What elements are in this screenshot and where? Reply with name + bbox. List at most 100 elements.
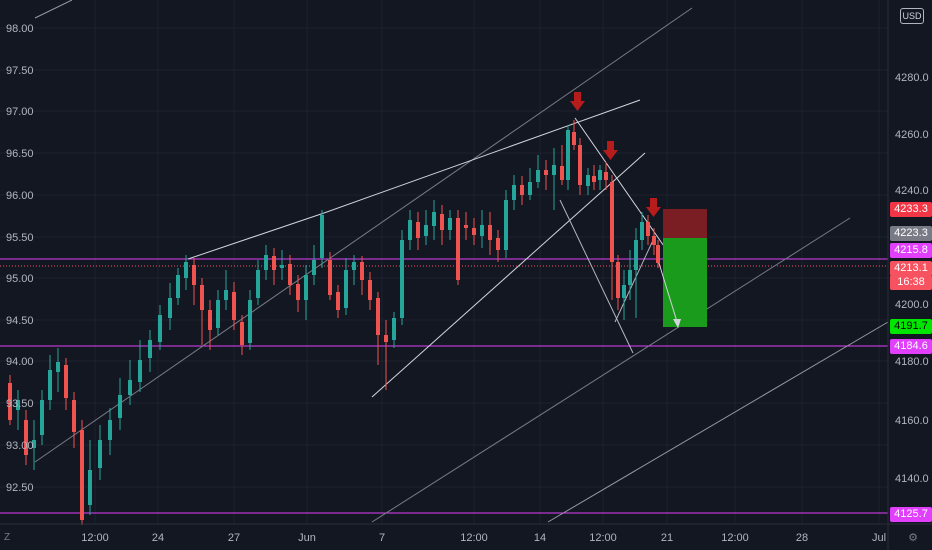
candle-body — [88, 470, 92, 505]
time-axis-label: Jun — [298, 532, 316, 544]
left-axis-label: 93.00 — [6, 440, 34, 452]
candle-body — [216, 300, 220, 328]
candle-body — [424, 225, 428, 236]
candle-body — [628, 270, 632, 285]
candle-body — [232, 292, 236, 320]
down-arrow-icon — [646, 198, 661, 217]
projection-arrow — [657, 259, 679, 326]
candle-body — [622, 285, 626, 298]
candle-body — [168, 298, 172, 318]
candle-body — [652, 236, 656, 245]
lower-channel-line[interactable] — [547, 321, 889, 523]
timezone-icon[interactable]: Z — [4, 532, 11, 543]
middle-channel-line[interactable] — [371, 217, 851, 523]
top-left-channel-line[interactable] — [34, 0, 73, 19]
candle-body — [586, 175, 590, 186]
stop-loss-zone — [663, 209, 707, 238]
candle-body — [432, 212, 436, 226]
candle-body — [108, 420, 112, 440]
candle-body — [280, 265, 284, 268]
price-tag: 4191.7 — [890, 319, 932, 334]
right-price-axis[interactable]: 4280.0 4260.0 4240.0 4200.0 4180.0 4160.0 4140… — [887, 0, 929, 550]
candle-body — [408, 220, 412, 240]
time-axis-label: 14 — [534, 532, 546, 544]
time-axis-label: 12:00 — [460, 532, 488, 544]
small-rising-line[interactable] — [614, 235, 656, 323]
wedge-upper-right[interactable] — [323, 99, 641, 214]
candle-body — [24, 420, 28, 455]
candle-body — [344, 270, 348, 308]
price-tag: 4213.1 — [890, 261, 932, 276]
left-axis-label: 93.50 — [6, 398, 34, 410]
candle-body — [192, 265, 196, 285]
falling-line-2[interactable] — [559, 199, 634, 354]
candle-body — [578, 145, 582, 185]
candle-body — [520, 185, 524, 195]
candle-body — [440, 214, 444, 230]
candle-body — [40, 400, 44, 435]
price-tag: 16:38 — [890, 275, 932, 290]
candle-body — [552, 165, 556, 175]
candle-body — [16, 400, 20, 410]
candle-body — [376, 298, 380, 335]
price-tag: 4233.3 — [890, 202, 932, 217]
candle-body — [480, 225, 484, 236]
wedge-lower-line[interactable] — [371, 152, 646, 398]
candlestick-series — [8, 120, 660, 525]
candle-body — [656, 245, 660, 263]
time-axis-label: 12:00 — [81, 532, 109, 544]
candle-body — [208, 310, 212, 330]
falling-line-1[interactable] — [574, 117, 676, 263]
right-axis-label: 4160.0 — [895, 415, 929, 427]
candle-body — [72, 400, 76, 432]
wedge-upper-left[interactable] — [187, 212, 325, 260]
candle-body — [464, 225, 468, 228]
candle-body — [138, 360, 142, 382]
down-arrow-icon — [603, 141, 618, 160]
candle-body — [598, 170, 602, 180]
candle-body — [272, 256, 276, 270]
right-axis-label: 4140.0 — [895, 473, 929, 485]
short-position-tool[interactable] — [657, 209, 707, 328]
candle-body — [560, 166, 564, 180]
candle-body — [640, 222, 644, 240]
candle-body — [184, 262, 188, 278]
time-axis-label: 21 — [661, 532, 673, 544]
right-axis-label: 4240.0 — [895, 185, 929, 197]
candle-body — [80, 430, 84, 520]
candle-body — [56, 362, 60, 372]
time-axis-label: 12:00 — [589, 532, 617, 544]
time-axis-label: 7 — [379, 532, 385, 544]
upper-channel-line[interactable] — [34, 7, 693, 463]
candle-body — [256, 270, 260, 298]
price-tag: 4223.3 — [890, 226, 932, 241]
left-axis-label: 96.50 — [6, 148, 34, 160]
candle-body — [264, 255, 268, 270]
trend-lines — [34, 0, 889, 523]
candle-body — [572, 132, 576, 145]
candle-body — [296, 284, 300, 300]
candle-body — [384, 335, 388, 342]
candle-body — [604, 172, 608, 180]
candle-body — [368, 280, 372, 300]
left-axis-label: 95.50 — [6, 232, 34, 244]
candle-body — [32, 440, 36, 448]
left-axis-label: 97.50 — [6, 65, 34, 77]
candle-body — [360, 262, 364, 280]
price-tag: 4215.8 — [890, 243, 932, 258]
signal-arrows — [570, 92, 661, 217]
candle-body — [504, 200, 508, 250]
candle-body — [566, 130, 570, 180]
candle-body — [472, 228, 476, 235]
left-axis-label: 94.50 — [6, 315, 34, 327]
currency-button[interactable]: USD — [900, 8, 924, 24]
candle-body — [158, 315, 162, 342]
gear-icon[interactable]: ⚙ — [908, 532, 918, 544]
time-axis[interactable]: 12:00 24 27 Jun 7 12:00 14 12:00 21 12:00 28 Jul — [0, 523, 932, 544]
price-tag: 4184.6 — [890, 339, 932, 354]
candle-body — [352, 262, 356, 270]
time-axis-label: Jul — [872, 532, 886, 544]
left-axis-label: 98.00 — [6, 23, 34, 35]
candle-body — [118, 395, 122, 418]
